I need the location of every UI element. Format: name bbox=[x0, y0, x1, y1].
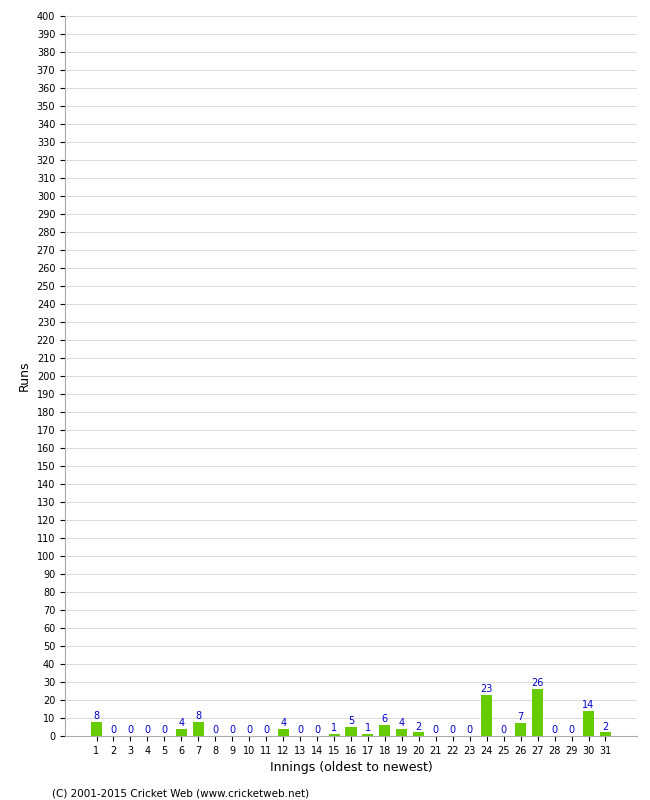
Bar bbox=[396, 729, 408, 736]
Text: 0: 0 bbox=[450, 725, 456, 735]
Text: 0: 0 bbox=[111, 725, 116, 735]
Text: 0: 0 bbox=[500, 725, 507, 735]
Text: 0: 0 bbox=[433, 725, 439, 735]
Text: 0: 0 bbox=[569, 725, 575, 735]
Bar bbox=[413, 733, 424, 736]
Bar bbox=[532, 690, 543, 736]
Text: 0: 0 bbox=[263, 725, 269, 735]
Text: 0: 0 bbox=[297, 725, 303, 735]
Text: 0: 0 bbox=[212, 725, 218, 735]
Text: 5: 5 bbox=[348, 716, 354, 726]
Bar bbox=[583, 711, 594, 736]
Text: 6: 6 bbox=[382, 714, 388, 724]
Text: 0: 0 bbox=[314, 725, 320, 735]
Text: (C) 2001-2015 Cricket Web (www.cricketweb.net): (C) 2001-2015 Cricket Web (www.cricketwe… bbox=[52, 788, 309, 798]
Text: 0: 0 bbox=[467, 725, 473, 735]
Bar bbox=[515, 723, 526, 736]
Bar bbox=[176, 729, 187, 736]
Bar bbox=[278, 729, 289, 736]
Text: 1: 1 bbox=[365, 723, 371, 734]
Text: 0: 0 bbox=[229, 725, 235, 735]
Text: 0: 0 bbox=[552, 725, 558, 735]
Text: 8: 8 bbox=[195, 710, 202, 721]
Bar bbox=[328, 734, 339, 736]
X-axis label: Innings (oldest to newest): Innings (oldest to newest) bbox=[270, 762, 432, 774]
Text: 4: 4 bbox=[399, 718, 405, 728]
Text: 2: 2 bbox=[416, 722, 422, 731]
Bar bbox=[481, 694, 492, 736]
Text: 2: 2 bbox=[603, 722, 608, 731]
Text: 8: 8 bbox=[94, 710, 99, 721]
Text: 0: 0 bbox=[127, 725, 133, 735]
Text: 26: 26 bbox=[532, 678, 544, 688]
Y-axis label: Runs: Runs bbox=[18, 361, 31, 391]
Text: 23: 23 bbox=[480, 684, 493, 694]
Text: 7: 7 bbox=[517, 713, 524, 722]
Text: 1: 1 bbox=[331, 723, 337, 734]
Text: 0: 0 bbox=[161, 725, 168, 735]
Bar bbox=[91, 722, 102, 736]
Text: 14: 14 bbox=[582, 700, 595, 710]
Bar bbox=[346, 727, 356, 736]
Text: 4: 4 bbox=[178, 718, 185, 728]
Text: 4: 4 bbox=[280, 718, 286, 728]
Bar bbox=[600, 733, 611, 736]
Text: 0: 0 bbox=[144, 725, 150, 735]
Bar bbox=[193, 722, 204, 736]
Bar bbox=[363, 734, 374, 736]
Bar bbox=[380, 726, 391, 736]
Text: 0: 0 bbox=[246, 725, 252, 735]
